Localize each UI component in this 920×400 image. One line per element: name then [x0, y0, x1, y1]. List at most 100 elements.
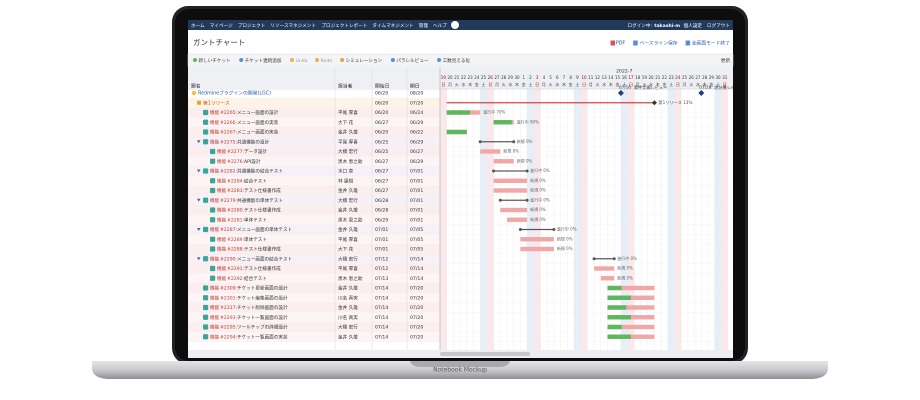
nav-item[interactable]: 管理 — [419, 22, 429, 29]
issue-id[interactable]: #2295: — [220, 325, 238, 331]
weekday-label: 木 — [562, 81, 566, 87]
issue-id[interactable]: #2309: — [220, 286, 238, 292]
weekend-column — [527, 74, 534, 350]
issue-id[interactable]: #2294: — [220, 334, 238, 340]
nav-bar — [188, 20, 733, 30]
header-action[interactable]: 全画面モード終了 — [692, 40, 731, 47]
day-label: 20 — [649, 75, 655, 80]
tracker-tag — [203, 314, 209, 320]
day-label: 19 — [642, 75, 648, 80]
day-label: 23 — [468, 75, 474, 80]
header-action[interactable]: PDF — [616, 41, 626, 47]
weekday-label: 水 — [508, 81, 512, 87]
start-date: 07/14 — [375, 315, 388, 321]
version-subject[interactable]: 第1リリース — [203, 99, 230, 106]
issue-id[interactable]: #2289: — [227, 237, 245, 243]
row-band — [188, 175, 440, 186]
nav-item[interactable]: リソースマネジメント — [270, 23, 316, 29]
settings[interactable]: 個人設定 — [684, 22, 703, 29]
assignee: 大橋 宏行 — [338, 255, 358, 262]
day-label: 29 — [709, 75, 715, 80]
issue-id[interactable]: #2284: — [227, 178, 245, 184]
due-date: 07/20 — [410, 305, 423, 311]
nav-item[interactable]: ホーム — [191, 23, 205, 29]
action-icon — [610, 40, 616, 46]
start-date: 06/20 — [375, 110, 388, 116]
weekday-label: 土 — [716, 81, 720, 87]
day-label: 9 — [576, 75, 579, 80]
nav-item[interactable]: プロジェクト — [238, 23, 266, 29]
expander[interactable] — [197, 257, 201, 261]
expander[interactable] — [197, 198, 201, 202]
issue-id[interactable]: #2317: — [220, 305, 238, 311]
toolbar-button[interactable]: 新しいチケット — [199, 57, 231, 64]
toolbar-button[interactable]: 工数見える化 — [443, 57, 471, 64]
start-date: 06/29 — [375, 217, 388, 223]
weekday-label: 水 — [461, 81, 465, 87]
issue-id[interactable]: #2277: — [227, 149, 245, 155]
expander[interactable] — [197, 169, 201, 173]
version-note: 第1リリース 13% — [658, 99, 692, 106]
issue-id[interactable]: #2293: — [220, 315, 238, 321]
task-progress — [446, 129, 467, 135]
tracker-tag — [203, 226, 209, 233]
issue-id[interactable]: #2282: — [220, 169, 238, 175]
weekend-column — [721, 74, 729, 350]
assignee: 金井 久雄 — [338, 129, 358, 136]
tracker: 機能 — [210, 197, 220, 204]
parent-end — [525, 198, 529, 202]
tracker-tag — [203, 334, 209, 340]
expander[interactable] — [197, 228, 201, 231]
tracker-tag — [203, 129, 209, 135]
toolbar-button[interactable]: チケット連続追加 — [245, 57, 282, 64]
issue-id[interactable]: #2291: — [227, 266, 245, 272]
nav-item[interactable]: プロジェクトレポート — [321, 22, 367, 29]
issue-id[interactable]: #2288: — [227, 247, 245, 253]
issue-id[interactable]: #2279: — [220, 198, 238, 204]
task-note: 新規 0% — [557, 235, 573, 241]
tracker: 機能 — [217, 246, 227, 253]
task-bar — [480, 149, 501, 154]
issue-id[interactable]: #2265: — [220, 110, 238, 116]
issue-subject: ツールチップの詳細設計 — [237, 324, 288, 331]
nav-item[interactable]: ヘルプ — [433, 23, 447, 29]
issue-id[interactable]: #2292: — [227, 276, 245, 282]
issue-id[interactable]: #2266: — [220, 120, 238, 126]
task-note: 新規 0% — [530, 177, 546, 183]
due-date: 07/14 — [410, 266, 423, 272]
column-header: 担当者 — [338, 83, 353, 90]
issue-id[interactable]: #2283: — [227, 188, 245, 194]
issue-id[interactable]: #2280: — [227, 208, 245, 214]
refresh[interactable]: 更新 — [721, 57, 731, 64]
logout[interactable]: ログアウト — [707, 22, 730, 29]
toolbar-button[interactable]: パラレルビュー — [396, 57, 429, 64]
nav-item[interactable]: タイムマネジメント — [372, 22, 413, 29]
tracker: 機能 — [210, 168, 220, 175]
issue-id[interactable]: #2276: — [227, 159, 245, 165]
issue-id[interactable]: #2281: — [227, 217, 245, 223]
issue-subject: 共通機能の単体テスト — [237, 197, 283, 204]
parent-end — [498, 198, 502, 202]
weekday-label: 木 — [656, 81, 660, 87]
nav-item[interactable]: マイページ — [210, 23, 233, 29]
tracker-tag — [203, 295, 209, 301]
tracker: 機能 — [210, 333, 220, 340]
project-subject[interactable]: Redmineプラグインの開発(LGC) — [198, 90, 271, 97]
task-bar — [493, 159, 514, 164]
issue-id[interactable]: #2267: — [220, 130, 238, 136]
row-band — [188, 195, 440, 206]
issue-id[interactable]: #2290: — [220, 256, 238, 262]
issue-id[interactable]: #2301: — [220, 295, 238, 301]
toolbar-button[interactable]: シミュレーション — [346, 59, 383, 64]
toolbar-button[interactable]: Redo — [321, 58, 333, 64]
expander[interactable] — [197, 140, 201, 144]
version-due: 07/20 — [410, 100, 423, 106]
toolbar-button[interactable]: Undo — [296, 58, 308, 64]
header-action[interactable]: ベースライン保存 — [639, 40, 677, 47]
issue-id[interactable]: #2275: — [220, 139, 238, 145]
issue-id[interactable]: #2287: — [220, 227, 238, 233]
due-date: 07/05 — [410, 227, 423, 233]
weekday-label: 火 — [689, 82, 693, 87]
task-progress — [607, 324, 622, 330]
weekday-label: 水 — [555, 81, 559, 87]
